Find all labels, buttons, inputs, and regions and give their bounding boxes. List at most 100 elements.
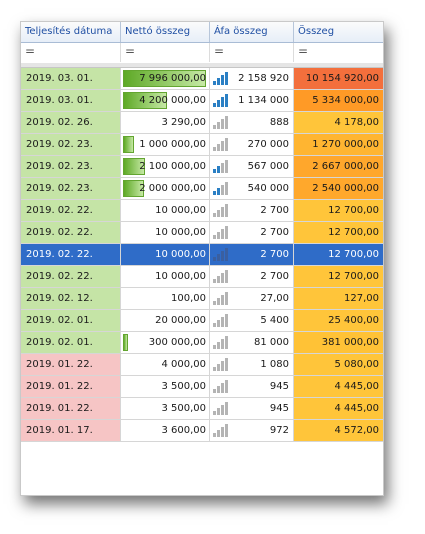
- cell-date[interactable]: 2019. 02. 12.: [21, 288, 121, 309]
- cell-date[interactable]: 2019. 03. 01.: [21, 68, 121, 89]
- cell-date[interactable]: 2019. 02. 23.: [21, 134, 121, 155]
- cell-vat[interactable]: 81 000: [210, 332, 294, 353]
- table-row[interactable]: 2019. 02. 22. 10 000,00 2 700 12 700,00: [21, 200, 383, 222]
- cell-total[interactable]: 12 700,00: [294, 200, 383, 221]
- cell-net[interactable]: 300 000,00: [121, 332, 210, 353]
- filter-cell-net[interactable]: =: [121, 43, 210, 62]
- cell-vat[interactable]: 27,00: [210, 288, 294, 309]
- cell-net[interactable]: 2 100 000,00: [121, 156, 210, 177]
- filter-cell-vat[interactable]: =: [210, 43, 294, 62]
- cell-net-text: 10 000,00: [155, 249, 206, 260]
- table-row[interactable]: 2019. 02. 23. 2 000 000,00 540 000 2 540 00…: [21, 178, 383, 200]
- cell-net[interactable]: 3 500,00: [121, 376, 210, 397]
- signal-bars-icon: [213, 402, 229, 415]
- column-header-net[interactable]: Nettó összeg: [121, 22, 210, 42]
- cell-total[interactable]: 4 445,00: [294, 398, 383, 419]
- cell-date[interactable]: 2019. 01. 22.: [21, 376, 121, 397]
- table-row[interactable]: 2019. 02. 01. 20 000,00 5 400 25 400,00: [21, 310, 383, 332]
- cell-total[interactable]: 12 700,00: [294, 266, 383, 287]
- cell-net[interactable]: 3 600,00: [121, 420, 210, 441]
- cell-vat[interactable]: 1 080: [210, 354, 294, 375]
- cell-vat[interactable]: 2 700: [210, 222, 294, 243]
- cell-date[interactable]: 2019. 02. 01.: [21, 310, 121, 331]
- table-row[interactable]: 2019. 03. 01. 4 200 000,00 1 134 000 5 334 …: [21, 90, 383, 112]
- cell-vat[interactable]: 270 000: [210, 134, 294, 155]
- cell-vat[interactable]: 2 158 920: [210, 68, 294, 89]
- cell-vat[interactable]: 1 134 000: [210, 90, 294, 111]
- cell-vat-text: 945: [269, 403, 289, 414]
- cell-vat[interactable]: 2 700: [210, 200, 294, 221]
- signal-bar: [213, 323, 216, 327]
- cell-total[interactable]: 381 000,00: [294, 332, 383, 353]
- table-row[interactable]: 2019. 01. 22. 3 500,00 945 4 445,00: [21, 376, 383, 398]
- table-row[interactable]: 2019. 03. 01. 7 996 000,00 2 158 920 10 154…: [21, 68, 383, 90]
- table-row[interactable]: 2019. 02. 12. 100,00 27,00 127,00: [21, 288, 383, 310]
- cell-date[interactable]: 2019. 01. 17.: [21, 420, 121, 441]
- cell-vat[interactable]: 2 700: [210, 244, 294, 265]
- cell-total[interactable]: 5 334 000,00: [294, 90, 383, 111]
- cell-date[interactable]: 2019. 02. 01.: [21, 332, 121, 353]
- cell-date[interactable]: 2019. 02. 23.: [21, 156, 121, 177]
- table-row[interactable]: 2019. 01. 22. 4 000,00 1 080 5 080,00: [21, 354, 383, 376]
- table-row[interactable]: 2019. 02. 26. 3 290,00 888 4 178,00: [21, 112, 383, 134]
- cell-net[interactable]: 3 500,00: [121, 398, 210, 419]
- cell-net[interactable]: 4 000,00: [121, 354, 210, 375]
- cell-net[interactable]: 1 000 000,00: [121, 134, 210, 155]
- table-row[interactable]: 2019. 02. 22. 10 000,00 2 700 12 700,00: [21, 266, 383, 288]
- cell-vat[interactable]: 5 400: [210, 310, 294, 331]
- table-row[interactable]: 2019. 02. 22. 10 000,00 2 700 12 700,00: [21, 222, 383, 244]
- cell-total[interactable]: 127,00: [294, 288, 383, 309]
- column-header-total[interactable]: Összeg: [298, 26, 335, 37]
- cell-net[interactable]: 10 000,00: [121, 222, 210, 243]
- cell-total[interactable]: 2 667 000,00: [294, 156, 383, 177]
- cell-net[interactable]: 10 000,00: [121, 266, 210, 287]
- cell-total[interactable]: 1 270 000,00: [294, 134, 383, 155]
- cell-total[interactable]: 10 154 920,00: [294, 68, 383, 89]
- cell-net-text: 2 100 000,00: [139, 161, 206, 172]
- signal-bar: [221, 97, 224, 107]
- cell-date[interactable]: 2019. 02. 26.: [21, 112, 121, 133]
- column-header-date[interactable]: Teljesítés dátuma: [21, 22, 121, 42]
- cell-total[interactable]: 12 700,00: [294, 222, 383, 243]
- cell-date[interactable]: 2019. 02. 22.: [21, 266, 121, 287]
- cell-vat[interactable]: 945: [210, 398, 294, 419]
- cell-vat[interactable]: 540 000: [210, 178, 294, 199]
- cell-vat[interactable]: 888: [210, 112, 294, 133]
- table-row[interactable]: 2019. 02. 01. 300 000,00 81 000 381 000,00: [21, 332, 383, 354]
- cell-date[interactable]: 2019. 02. 22.: [21, 200, 121, 221]
- cell-net[interactable]: 3 290,00: [121, 112, 210, 133]
- cell-net[interactable]: 20 000,00: [121, 310, 210, 331]
- cell-vat[interactable]: 972: [210, 420, 294, 441]
- cell-date[interactable]: 2019. 01. 22.: [21, 398, 121, 419]
- column-header-vat[interactable]: Áfa összeg: [210, 22, 294, 42]
- table-row[interactable]: 2019. 01. 22. 3 500,00 945 4 445,00: [21, 398, 383, 420]
- cell-net[interactable]: 10 000,00: [121, 244, 210, 265]
- table-row[interactable]: 2019. 01. 17. 3 600,00 972 4 572,00: [21, 420, 383, 442]
- cell-net[interactable]: 7 996 000,00: [121, 68, 210, 89]
- table-row[interactable]: 2019. 02. 23. 1 000 000,00 270 000 1 270 00…: [21, 134, 383, 156]
- filter-cell-date[interactable]: =: [21, 43, 121, 62]
- table-row-selected[interactable]: 2019. 02. 22. 10 000,00 2 700 12 700,00: [21, 244, 383, 266]
- cell-total[interactable]: 4 445,00: [294, 376, 383, 397]
- cell-total[interactable]: 25 400,00: [294, 310, 383, 331]
- cell-date[interactable]: 2019. 02. 23.: [21, 178, 121, 199]
- cell-total[interactable]: 4 178,00: [294, 112, 383, 133]
- cell-total[interactable]: 2 540 000,00: [294, 178, 383, 199]
- cell-net[interactable]: 2 000 000,00: [121, 178, 210, 199]
- cell-vat[interactable]: 2 700: [210, 266, 294, 287]
- cell-net[interactable]: 100,00: [121, 288, 210, 309]
- filter-cell-total[interactable]: =: [298, 44, 309, 58]
- cell-date[interactable]: 2019. 01. 22.: [21, 354, 121, 375]
- cell-net[interactable]: 10 000,00: [121, 200, 210, 221]
- cell-net[interactable]: 4 200 000,00: [121, 90, 210, 111]
- cell-date[interactable]: 2019. 02. 22.: [21, 222, 121, 243]
- cell-net-text: 10 000,00: [155, 227, 206, 238]
- cell-total[interactable]: 4 572,00: [294, 420, 383, 441]
- cell-vat[interactable]: 945: [210, 376, 294, 397]
- table-row[interactable]: 2019. 02. 23. 2 100 000,00 567 000 2 667 00…: [21, 156, 383, 178]
- cell-total[interactable]: 12 700,00: [294, 244, 383, 265]
- cell-date[interactable]: 2019. 03. 01.: [21, 90, 121, 111]
- cell-total[interactable]: 5 080,00: [294, 354, 383, 375]
- cell-vat[interactable]: 567 000: [210, 156, 294, 177]
- cell-date[interactable]: 2019. 02. 22.: [21, 244, 121, 265]
